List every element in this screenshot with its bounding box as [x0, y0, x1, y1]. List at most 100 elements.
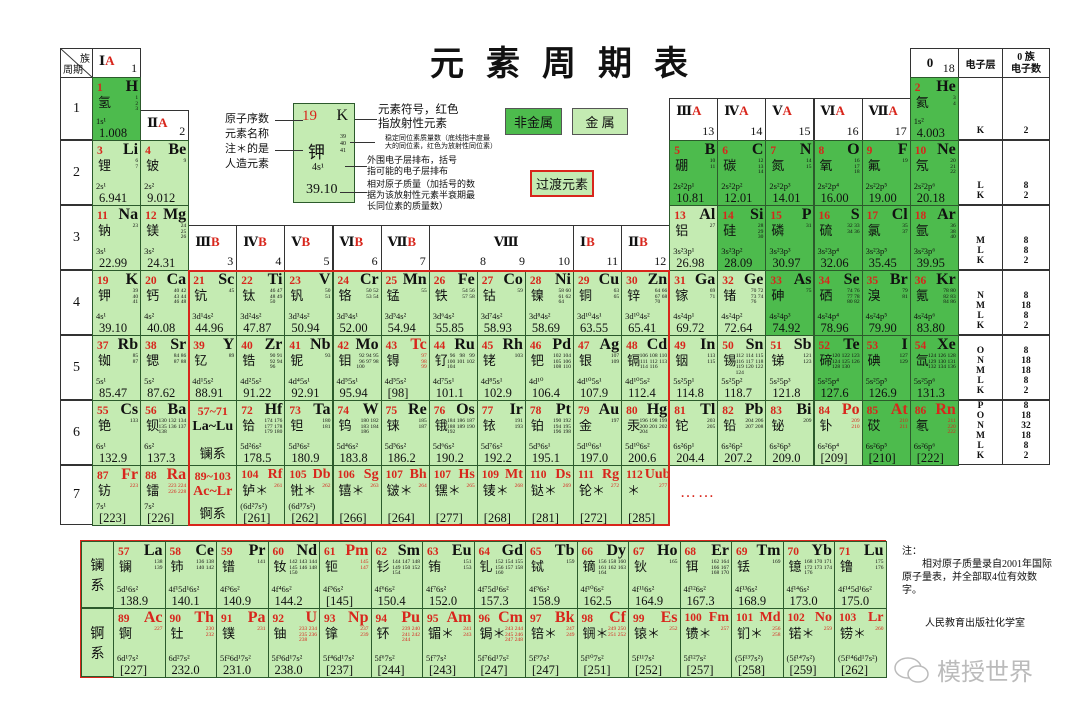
element-cell-ba[interactable]: 56 Ba 钡 130 132 134 135 136 137 138 6s² 137.3 [140, 400, 190, 466]
element-cell-te[interactable]: 52 Te 碲 120 122 123 124 125 126 128 130 5s²5p⁴ 127.6 [813, 335, 863, 401]
element-cell-co[interactable]: 27 Co 钴 59 3d⁷4s² 58.93 [476, 270, 526, 336]
element-cell-sg[interactable]: 106 Sg 𬭳＊ 263 [266] [332, 465, 382, 526]
element-cell-zn[interactable]: 30 Zn 锌 64 66 67 68 70 3d¹⁰4s² 65.41 [621, 270, 671, 336]
element-cell-tb[interactable]: 65 Tb 铽 159 4f⁹6s² 158.9 [525, 541, 578, 609]
element-cell-os[interactable]: 76 Os 锇 184 186 187 188 189 190 192 5d⁶6s² 190.2 [428, 400, 478, 466]
element-cell-rg[interactable]: 111 Rg 𬬭＊ 272 [272] [573, 465, 623, 526]
element-cell-be[interactable]: 4 Be 铍 9 2s² 9.012 [140, 140, 190, 206]
element-cell-pb[interactable]: 82 Pb 铅 204 206 207 208 6s²6p² 207.2 [717, 400, 767, 466]
element-cell-p[interactable]: 15 P 磷 31 3s²3p³ 30.97 [765, 205, 815, 271]
element-cell-la[interactable]: 57 La 镧 138 139 5d¹6s² 138.9 [113, 541, 166, 609]
element-cell-br[interactable]: 35 Br 溴 79 81 4s²4p⁵ 79.90 [861, 270, 911, 336]
element-cell-cm[interactable]: 96 Cm 锔＊ 243 244 245 246 247 248 5f⁷6d¹7s² [247] [473, 608, 526, 678]
element-cell-bk[interactable]: 97 Bk 锫＊ 247 249 5f⁹7s² [247] [525, 608, 578, 678]
element-cell-sc[interactable]: 21 Sc 钪 45 3d¹4s² 44.96 [188, 270, 238, 336]
element-cell-k[interactable]: 19 K 钾 39 40 41 4s¹ 39.10 [92, 270, 142, 336]
element-cell-se[interactable]: 34 Se 硒 74 76 77 78 80 82 4s²4p⁴ 78.96 [813, 270, 863, 336]
element-cell-h[interactable]: 1 H 氢 1 2 3 1s¹ 1.008 [92, 77, 142, 141]
element-cell-es[interactable]: 99 Es 锿＊ 252 5f¹¹7s² [252] [628, 608, 681, 678]
element-cell-np[interactable]: 93 Np 镎 237 239 5f⁴6d¹7s² [237] [319, 608, 372, 678]
element-cell-ds[interactable]: 110 Ds 𫟼＊ 269 [281] [524, 465, 574, 526]
element-cell-ne[interactable]: 10 Ne 氖 20 21 22 2s²2p⁶ 20.18 [909, 140, 959, 206]
element-cell-ta[interactable]: 73 Ta 钽 180 181 5d³6s² 180.9 [284, 400, 334, 466]
element-cell-am[interactable]: 95 Am 镅＊ 241 243 5f⁷7s² [243] [422, 608, 475, 678]
element-cell-rb[interactable]: 37 Rb 铷 85 87 5s¹ 85.47 [92, 335, 142, 401]
element-cell-pm[interactable]: 61 Pm 钷 145 147 4f⁵6s² [145] [319, 541, 372, 609]
element-cell-pu[interactable]: 94 Pu 钚 239 240 241 242 244 5f⁶7s² [244] [370, 608, 423, 678]
element-cell-fr[interactable]: 87 Fr 钫 223 7s¹ [223] [92, 465, 142, 526]
element-cell-bi[interactable]: 83 Bi 铋 209 6s²6p³ 209.0 [765, 400, 815, 466]
element-cell-he[interactable]: 2 He 氦 3 4 1s² 4.003 [909, 77, 959, 141]
element-cell-cd[interactable]: 48 Cd 镉 106 108 110 111 112 113 114 116 4d¹⁰5s² 112.… [621, 335, 671, 401]
element-cell-md[interactable]: 101 Md 钔＊ 256 258 (5f¹³7s²) [258] [731, 608, 784, 678]
element-cell-pr[interactable]: 59 Pr 镨 141 4f³6s² 140.9 [216, 541, 269, 609]
element-cell-rf[interactable]: 104 Rf 𬬻＊ 261 (6d²7s²) [261] [236, 465, 286, 526]
element-cell-nb[interactable]: 41 Nb 铌 93 4d⁴5s¹ 92.91 [284, 335, 334, 401]
element-cell-hf[interactable]: 72 Hf 铪 174 176 177 178 179 180 5d²6s² 178.5 [236, 400, 286, 466]
element-cell-lr[interactable]: 103 Lr 铹＊ 260 (5f¹⁴6d¹7s²) [262] [834, 608, 887, 678]
element-cell-rh[interactable]: 45 Rh 铑 103 4d⁸5s¹ 102.9 [476, 335, 526, 401]
element-cell-ac[interactable]: 89 Ac 锕 227 6d¹7s² [227] [113, 608, 166, 678]
element-cell-tc[interactable]: 43 Tc 锝 97 98 99 4d⁵5s² [98] [380, 335, 430, 401]
element-cell-yb[interactable]: 70 Yb 镱 168 170 171 172 173 174 176 4f¹⁴6s² 173.0 [782, 541, 835, 609]
element-cell-nd[interactable]: 60 Nd 钕 142 143 144 145 146 148 150 4f⁴6s² 144.2 [267, 541, 320, 609]
element-cell-w[interactable]: 74 W 钨 180 182 183 184 186 5d⁴6s² 183.8 [332, 400, 382, 466]
element-cell-db[interactable]: 105 Db 𬭊＊ 262 (6d³7s²) [262] [284, 465, 334, 526]
element-cell-ga[interactable]: 31 Ga 镓 69 71 4s²4p¹ 69.72 [669, 270, 719, 336]
series-placeholder-cell[interactable]: 57~71 La~Lu 镧系 [188, 400, 238, 466]
element-cell-tm[interactable]: 69 Tm 铥 169 4f¹³6s² 168.9 [731, 541, 784, 609]
element-cell-sm[interactable]: 62 Sm 钐 144 147 148 149 150 152 154 4f⁶6s² 150.4 [370, 541, 423, 609]
element-cell-c[interactable]: 6 C 碳 12 13 14 2s²2p² 12.01 [717, 140, 767, 206]
element-cell-at[interactable]: 85 At 砹 210 211 6s²6p⁵ [210] [861, 400, 911, 466]
element-cell-ca[interactable]: 20 Ca 钙 40 42 43 44 46 48 4s² 40.08 [140, 270, 190, 336]
element-cell-o[interactable]: 8 O 氧 16 17 18 2s²2p⁴ 16.00 [813, 140, 863, 206]
element-cell-sr[interactable]: 38 Sr 锶 84 86 87 88 5s² 87.62 [140, 335, 190, 401]
element-cell-re[interactable]: 75 Re 铼 185 187 5d⁵6s² 186.2 [380, 400, 430, 466]
element-cell-b[interactable]: 5 B 硼 10 11 2s²2p¹ 10.81 [669, 140, 719, 206]
element-cell-sn[interactable]: 50 Sn 锡 112 114 115 116 117 118 119 120 122 124 5s²5p… [717, 335, 767, 401]
element-cell-cr[interactable]: 24 Cr 铬 50 52 53 54 3d⁵4s¹ 52.00 [332, 270, 382, 336]
element-cell-ag[interactable]: 47 Ag 银 107 109 4d¹⁰5s¹ 107.9 [573, 335, 623, 401]
element-cell-kr[interactable]: 36 Kr 氪 78 80 82 83 84 86 4s²4p⁶ 83.80 [909, 270, 959, 336]
element-cell-mg[interactable]: 12 Mg 镁 24 25 26 3s² 24.31 [140, 205, 190, 271]
series-placeholder-cell[interactable]: 89~103 Ac~Lr 锕系 [188, 465, 238, 526]
element-cell-ti[interactable]: 22 Ti 钛 46 47 48 49 50 3d²4s² 47.87 [236, 270, 286, 336]
element-cell-ho[interactable]: 67 Ho 钬 165 4f¹¹6s² 164.9 [628, 541, 681, 609]
element-cell-mn[interactable]: 25 Mn 锰 55 3d⁵4s² 54.94 [380, 270, 430, 336]
element-cell-ru[interactable]: 44 Ru 钌 96 98 99 100 101 102 104 4d⁷5s¹ 101.1 [428, 335, 478, 401]
element-cell-hs[interactable]: 107 Hs 𬭶＊ 265 [277] [428, 465, 478, 526]
element-cell-fe[interactable]: 26 Fe 铁 54 56 57 58 3d⁶4s² 55.85 [428, 270, 478, 336]
element-cell-y[interactable]: 39 Y 钇 89 4d¹5s² 88.91 [188, 335, 238, 401]
element-cell-na[interactable]: 11 Na 钠 23 3s¹ 22.99 [92, 205, 142, 271]
element-cell-hg[interactable]: 80 Hg 汞 196 198 199 200 201 202 204 5d¹⁰6s² 200.6 [621, 400, 671, 466]
element-cell-ra[interactable]: 88 Ra 镭 223 224 226 228 7s² [226] [140, 465, 190, 526]
element-cell-lu[interactable]: 71 Lu 镥 175 176 4f¹⁴5d¹6s² 175.0 [834, 541, 887, 609]
element-cell-pt[interactable]: 78 Pt 铂 190 192 194 195 196 198 5d⁹6s¹ 195.1 [524, 400, 574, 466]
element-cell-sb[interactable]: 51 Sb 锑 121 123 5s²5p³ 121.8 [765, 335, 815, 401]
element-cell-er[interactable]: 68 Er 铒 162 164 166 167 168 170 4f¹²6s² 167.3 [679, 541, 732, 609]
element-cell-no[interactable]: 102 No 锘＊ 259 (5f¹⁴7s²) [259] [782, 608, 835, 678]
element-cell-fm[interactable]: 100 Fm 镄＊ 257 5f¹²7s² [257] [679, 608, 732, 678]
element-cell-eu[interactable]: 63 Eu 铕 151 153 4f⁷6s² 152.0 [422, 541, 475, 609]
element-cell-pd[interactable]: 46 Pd 钯 102 104 105 106 108 110 4d¹⁰ 106.4 [524, 335, 574, 401]
element-cell-f[interactable]: 9 F 氟 19 2s²2p⁵ 19.00 [861, 140, 911, 206]
element-cell-v[interactable]: 23 V 钒 50 51 3d³4s² 50.94 [284, 270, 334, 336]
element-cell-u[interactable]: 92 U 铀 233 234 235 236 238 5f³6d¹7s² 238.0 [267, 608, 320, 678]
element-cell-cf[interactable]: 98 Cf 锎＊ 249 250 251 252 5f¹⁰7s² [251] [576, 608, 629, 678]
element-cell-ir[interactable]: 77 Ir 铱 191 193 5d⁷6s² 192.2 [476, 400, 526, 466]
element-cell-zr[interactable]: 40 Zr 锆 90 91 92 94 96 4d²5s² 91.22 [236, 335, 286, 401]
element-cell-uub[interactable]: 112 Uub ＊ 277 [285] [621, 465, 671, 526]
element-cell-li[interactable]: 3 Li 锂 6 7 2s¹ 6.941 [92, 140, 142, 206]
element-cell-al[interactable]: 13 Al 铝 27 3s²3p¹ 26.98 [669, 205, 719, 271]
element-cell-ce[interactable]: 58 Ce 铈 136 138 140 142 4f¹5d¹6s² 140.1 [164, 541, 217, 609]
element-cell-cs[interactable]: 55 Cs 铯 133 6s¹ 132.9 [92, 400, 142, 466]
element-cell-as[interactable]: 33 As 砷 75 4s²4p³ 74.92 [765, 270, 815, 336]
element-cell-mt[interactable]: 109 Mt 鿏＊ 268 [268] [476, 465, 526, 526]
element-cell-th[interactable]: 90 Th 钍 230 232 6d²7s² 232.0 [164, 608, 217, 678]
element-cell-ar[interactable]: 18 Ar 氩 36 38 40 3s²3p⁶ 39.95 [909, 205, 959, 271]
element-cell-s[interactable]: 16 S 硫 32 33 34 36 3s²3p⁴ 32.06 [813, 205, 863, 271]
element-cell-gd[interactable]: 64 Gd 钆 152 154 155 156 157 158 160 4f⁷5d¹6s² 157.3 [473, 541, 526, 609]
element-cell-dy[interactable]: 66 Dy 镝 156 158 160 161 162 163 164 4f¹⁰6s² 162.5 [576, 541, 629, 609]
element-cell-pa[interactable]: 91 Pa 镤 231 5f²6d¹7s² 231.0 [216, 608, 269, 678]
element-cell-au[interactable]: 79 Au 金 197 5d¹⁰6s¹ 197.0 [573, 400, 623, 466]
